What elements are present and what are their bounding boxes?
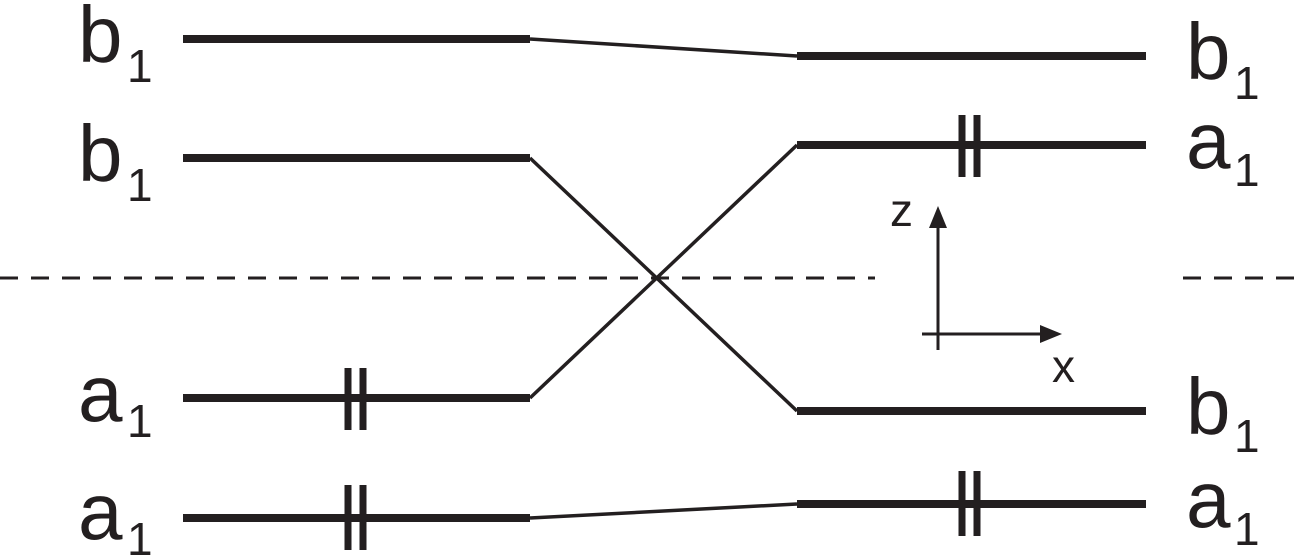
level-subscript: 1 bbox=[127, 40, 153, 92]
level-subscript: 1 bbox=[1234, 410, 1260, 462]
level-symbol: b bbox=[78, 0, 123, 79]
level-subscript: 1 bbox=[127, 159, 153, 211]
level-symbol: a bbox=[78, 349, 123, 438]
right-level-4: a 1 bbox=[797, 455, 1260, 555]
coordinate-axes: z x bbox=[890, 184, 1075, 392]
correlation-line-a1-bottom bbox=[529, 502, 798, 520]
x-axis-label: x bbox=[1052, 340, 1075, 392]
left-level-2: b 1 bbox=[78, 109, 530, 211]
level-subscript: 1 bbox=[1234, 57, 1260, 109]
level-symbol: a bbox=[1186, 455, 1231, 544]
correlation-line-a1-cross bbox=[528, 143, 799, 400]
correlation-line-b1-cross bbox=[528, 156, 799, 413]
right-level-3: b 1 bbox=[797, 362, 1260, 462]
x-axis-arrowhead bbox=[1040, 325, 1062, 343]
level-symbol: a bbox=[78, 467, 123, 556]
correlation-line-b1-top bbox=[529, 37, 798, 58]
left-level-4: a 1 bbox=[78, 467, 530, 560]
left-level-3: a 1 bbox=[78, 349, 530, 447]
level-subscript: 1 bbox=[1234, 503, 1260, 555]
right-level-1: b 1 bbox=[797, 7, 1260, 109]
level-symbol: b bbox=[78, 109, 123, 198]
level-subscript: 1 bbox=[127, 513, 153, 560]
left-level-1: b 1 bbox=[78, 0, 530, 92]
level-symbol: a bbox=[1186, 96, 1231, 185]
right-level-2: a 1 bbox=[797, 96, 1260, 196]
level-subscript: 1 bbox=[1234, 144, 1260, 196]
level-symbol: b bbox=[1186, 362, 1231, 451]
level-subscript: 1 bbox=[127, 395, 153, 447]
level-symbol: b bbox=[1186, 7, 1231, 96]
z-axis-arrowhead bbox=[929, 206, 947, 228]
z-axis-label: z bbox=[890, 184, 913, 236]
